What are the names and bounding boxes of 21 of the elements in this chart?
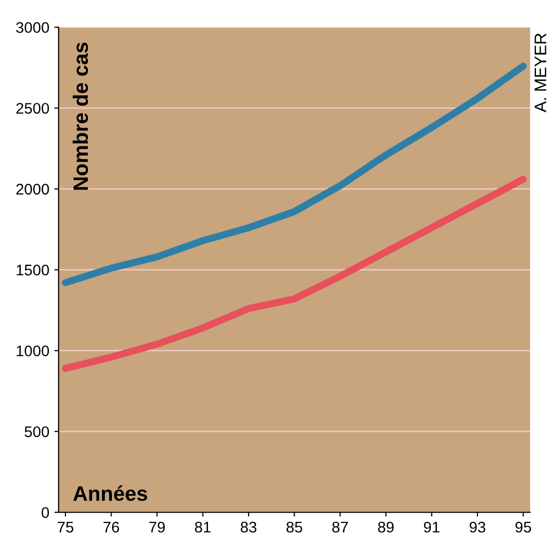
y-tick-label: 1500 bbox=[16, 264, 49, 276]
y-tick-label: 1000 bbox=[16, 345, 49, 356]
x-tick-label: 75 bbox=[58, 522, 74, 533]
x-tick-label: 89 bbox=[378, 522, 394, 533]
x-tick-label: 87 bbox=[332, 522, 348, 533]
x-tick-label: 91 bbox=[424, 522, 440, 533]
y-tick-label: 2500 bbox=[16, 102, 49, 114]
y-axis-title: Nombre de cas bbox=[72, 42, 88, 190]
y-tick-label: 500 bbox=[24, 426, 49, 438]
x-tick-label: 93 bbox=[470, 522, 486, 533]
x-tick-label: 79 bbox=[149, 522, 165, 533]
x-tick-label: 83 bbox=[240, 522, 256, 533]
y-tick-label: 3000 bbox=[16, 22, 49, 33]
x-tick-label: 95 bbox=[515, 522, 532, 533]
x-tick-label: 81 bbox=[194, 522, 211, 533]
x-tick-label: 76 bbox=[104, 522, 120, 533]
y-tick-label: 0 bbox=[42, 507, 49, 518]
text: A. MEYER bbox=[534, 33, 546, 112]
y-tick-label: 2000 bbox=[16, 184, 49, 195]
x-tick-label: 85 bbox=[286, 522, 302, 533]
x-axis-title: Années bbox=[73, 485, 148, 501]
